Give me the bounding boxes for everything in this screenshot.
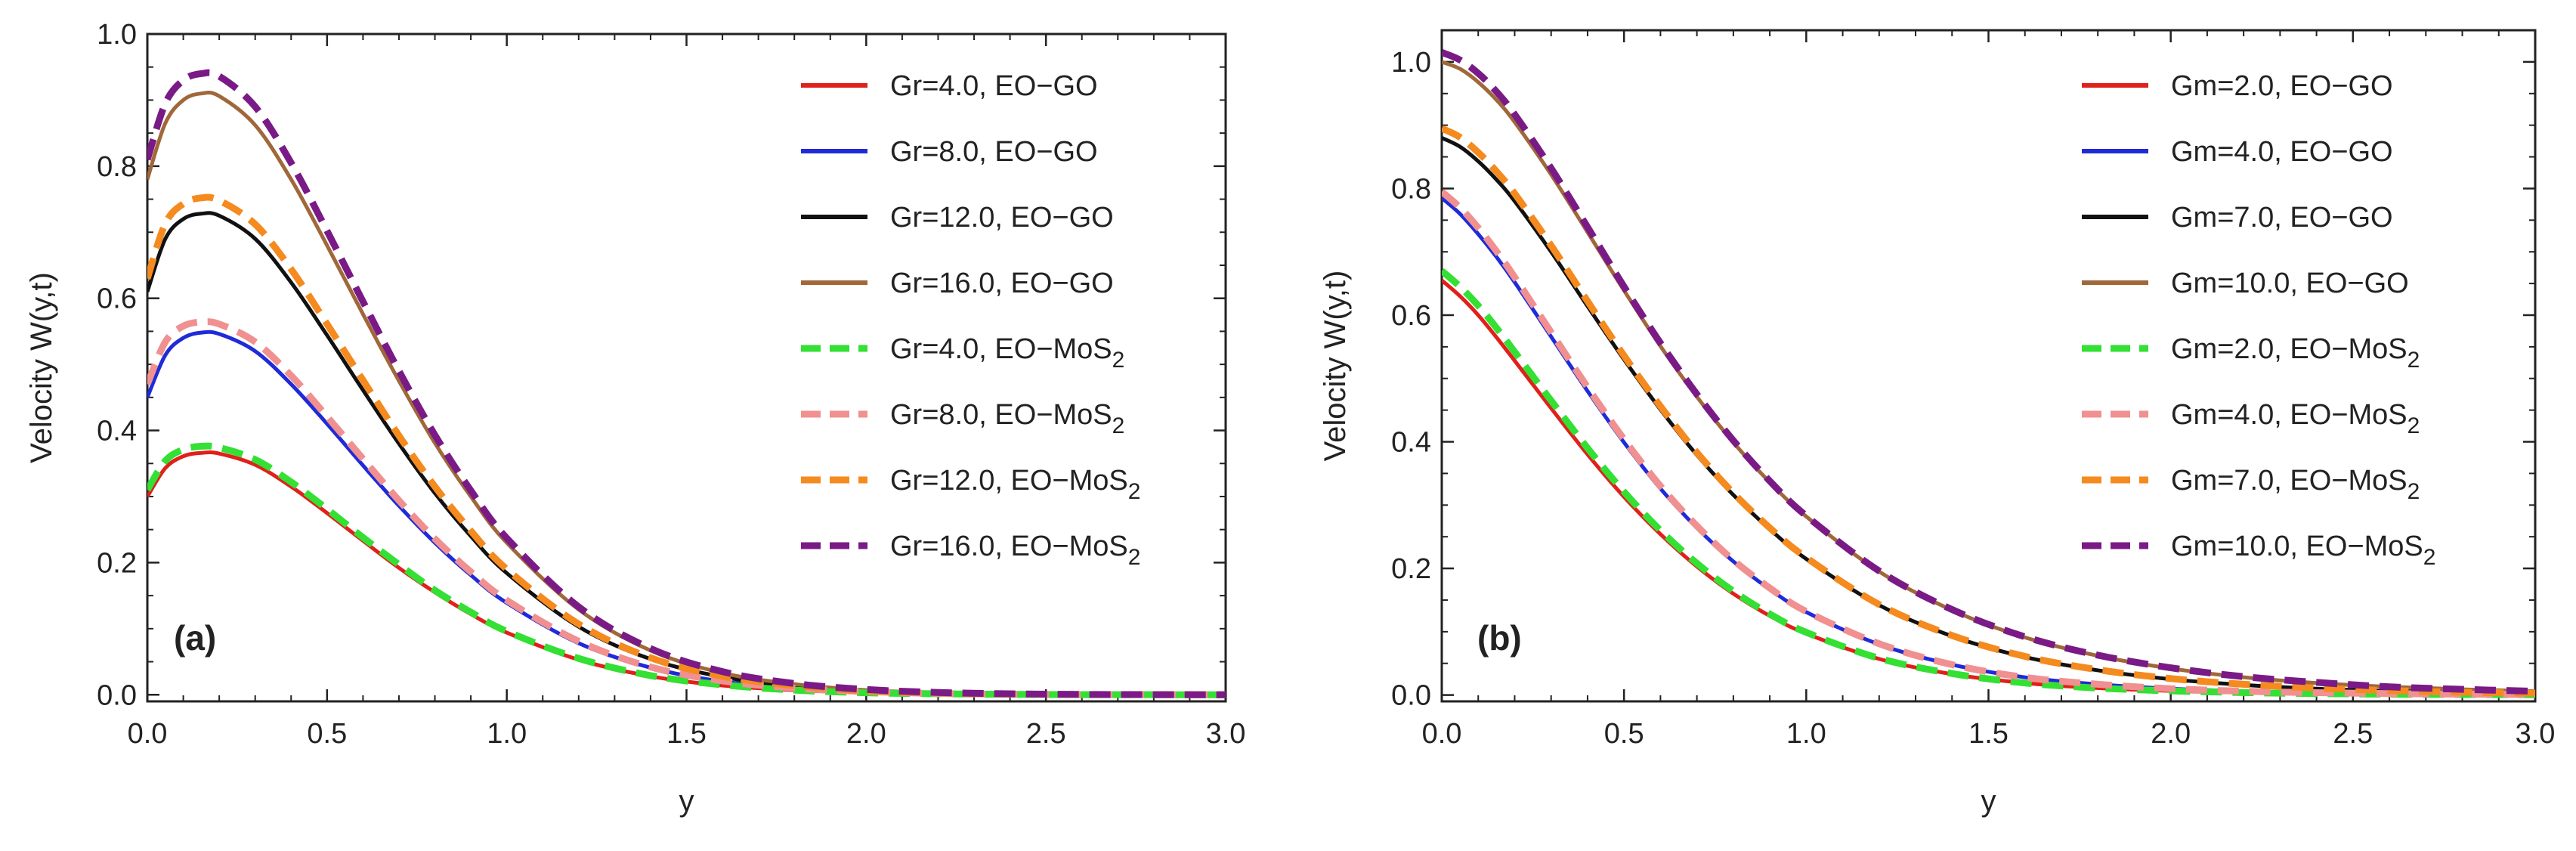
x-tick-label: 0.0	[128, 718, 168, 750]
x-tick-label: 1.5	[666, 718, 707, 750]
legend-subscript: 2	[1128, 479, 1141, 504]
legend-subscript: 2	[1112, 413, 1125, 438]
y-tick-label: 0.6	[1391, 300, 1431, 332]
series-line-7	[1442, 49, 2535, 695]
legend-entry-label: Gr=16.0, EO−GO	[890, 268, 1114, 299]
legend-entry-label: Gr=4.0, EO−GO	[890, 70, 1098, 102]
x-tick-label: 3.0	[1206, 718, 1246, 750]
x-tick-label: 3.0	[2516, 718, 2556, 750]
series-line-4	[1442, 268, 2535, 698]
x-tick-label: 2.5	[1026, 718, 1066, 750]
legend-subscript: 2	[1128, 545, 1141, 570]
x-tick-label: 0.0	[1422, 718, 1462, 750]
legend-subscript: 2	[1112, 348, 1125, 373]
legend-subscript: 2	[2423, 545, 2436, 570]
x-axis-label: y	[1981, 784, 1996, 818]
x-tick-label: 0.5	[1604, 718, 1644, 750]
y-tick-label: 1.0	[1391, 47, 1431, 79]
legend-subscript: 2	[2407, 348, 2420, 373]
panel-label: (b)	[1477, 618, 1522, 658]
y-axis-label: Velocity W(y,t)	[25, 272, 58, 463]
y-tick-label: 0.2	[97, 547, 137, 579]
series-curves	[147, 69, 1226, 698]
legend-entry-label: Gm=10.0, EO−GO	[2171, 268, 2409, 299]
legend-entry-label: Gr=12.0, EO−GO	[890, 202, 1114, 234]
legend-entry-label: Gm=2.0, EO−GO	[2171, 70, 2393, 102]
legend-entry-label: Gm=4.0, EO−GO	[2171, 136, 2393, 168]
legend-entry-label: Gr=8.0, EO−GO	[890, 136, 1098, 168]
y-tick-label: 0.8	[1391, 173, 1431, 205]
series-line-4	[147, 442, 1226, 698]
x-tick-label: 1.0	[487, 718, 527, 750]
legend-subscript: 2	[2407, 479, 2420, 504]
x-axis-label: y	[679, 784, 694, 818]
y-tick-label: 1.0	[97, 19, 137, 51]
series-line-7	[147, 69, 1226, 698]
y-tick-label: 0.4	[97, 416, 137, 447]
y-tick-label: 0.2	[1391, 553, 1431, 585]
legend-subscript: 2	[2407, 413, 2420, 438]
x-tick-label: 1.0	[1786, 718, 1826, 750]
x-tick-label: 2.0	[2151, 718, 2191, 750]
y-tick-label: 0.8	[97, 151, 137, 183]
y-tick-label: 0.0	[97, 679, 137, 711]
legend-entry-label: Gm=7.0, EO−GO	[2171, 202, 2393, 234]
series-line-5	[1442, 189, 2535, 698]
series-line-6	[1442, 125, 2535, 697]
y-tick-label: 0.0	[1391, 680, 1431, 712]
panel-label: (a)	[174, 618, 216, 658]
x-tick-label: 0.5	[307, 718, 347, 750]
y-tick-label: 0.4	[1391, 427, 1431, 459]
x-tick-label: 1.5	[1968, 718, 2009, 750]
y-axis-label: Velocity W(y,t)	[1319, 271, 1352, 462]
x-tick-label: 2.5	[2333, 718, 2373, 750]
series-curves	[1442, 49, 2535, 698]
y-tick-label: 0.6	[97, 283, 137, 315]
x-tick-label: 2.0	[846, 718, 886, 750]
